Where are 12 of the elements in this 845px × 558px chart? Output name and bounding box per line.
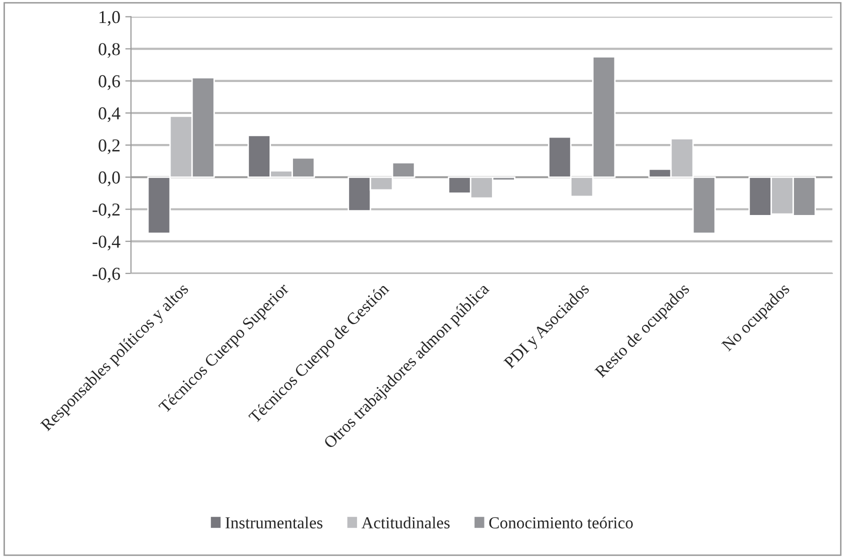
y-tick-label: 0,6 bbox=[98, 75, 120, 90]
y-tick-label: -0,4 bbox=[92, 236, 120, 250]
y-tick-label: 0,2 bbox=[98, 139, 120, 154]
legend-label: Instrumentales bbox=[226, 516, 322, 528]
legend-label: Conocimiento teórico bbox=[489, 516, 633, 528]
y-tick-label: -0,6 bbox=[92, 268, 120, 282]
y-tick-label: 0,0 bbox=[98, 171, 120, 186]
legend-label: Actitudinales bbox=[362, 516, 450, 528]
y-tick-label: 0,4 bbox=[98, 107, 120, 122]
y-tick-label: 0,8 bbox=[98, 43, 120, 58]
y-tick-label: 1,0 bbox=[100, 10, 120, 26]
y-tick-label: -0,2 bbox=[92, 204, 120, 218]
